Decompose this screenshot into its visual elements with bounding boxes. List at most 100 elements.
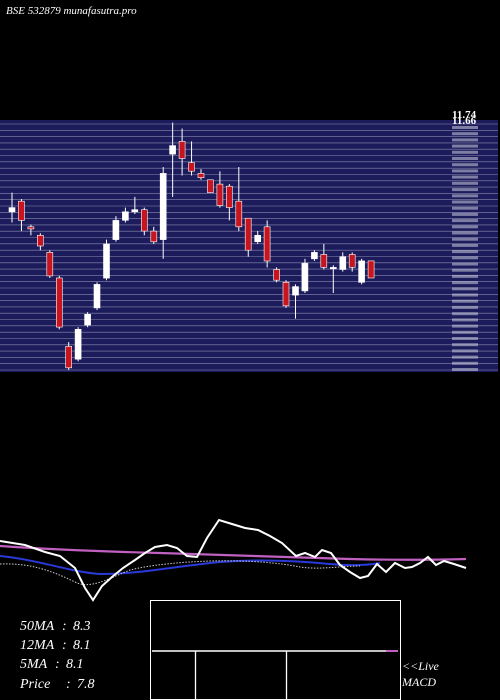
candle-up (329, 267, 337, 270)
price-tick-mark (452, 368, 478, 371)
candle-down (226, 185, 233, 208)
candle-down (46, 252, 54, 277)
stat-12ma-label: 12MA (20, 638, 55, 653)
stat-price-value: 7.8 (77, 677, 95, 692)
candle-down (320, 254, 328, 268)
price-tick-mark (452, 318, 478, 322)
ma-line-dotted (0, 560, 361, 586)
candle-down (197, 173, 205, 178)
price-tick-mark (452, 343, 478, 347)
candle-down (18, 200, 25, 221)
candle-down (207, 179, 214, 193)
chart-title: BSE 532879 munafasutra.pro (6, 5, 137, 17)
price-tick-mark (452, 169, 478, 173)
price-tick-mark (452, 212, 478, 216)
price-tick-mark (452, 349, 478, 353)
price-tick-mark (452, 305, 478, 309)
candle-down (65, 346, 72, 369)
candle-down (263, 226, 271, 262)
candles (8, 122, 375, 370)
candle-up (311, 252, 318, 260)
price-tick-mark (452, 262, 478, 266)
price-tick-mark (452, 281, 478, 285)
candle-down (216, 183, 224, 206)
candle-up (292, 286, 299, 296)
price-axis-top-label: 11.74 (452, 109, 477, 121)
price-tick-mark (452, 200, 478, 204)
ma-line-blue (0, 555, 381, 576)
candle-down (188, 162, 195, 172)
stat-50ma-label: 50MA (20, 619, 55, 634)
ma-line-pink (0, 544, 467, 561)
price-tick-mark (452, 126, 478, 129)
stat-sep-2: : (62, 638, 67, 653)
price-tick-mark (452, 194, 478, 198)
candle-up (93, 284, 101, 309)
price-axis-ticks (452, 126, 478, 371)
candle-down (367, 260, 375, 279)
candle-up (358, 260, 365, 283)
macd-live-label: <<Live (402, 659, 440, 673)
price-tick-mark (452, 274, 478, 278)
macd-label: MACD (401, 675, 436, 689)
candle-down (36, 235, 44, 247)
price-tick-mark (452, 337, 478, 340)
price-tick-mark (452, 355, 478, 359)
price-tick-mark (452, 312, 478, 316)
price-tick-mark (452, 268, 478, 272)
price-tick-mark (452, 138, 478, 142)
candle-down (150, 230, 158, 243)
price-tick-mark (452, 324, 478, 328)
stat-sep-1: : (62, 619, 67, 634)
candle-up (103, 243, 110, 279)
candle-up (131, 209, 139, 213)
price-tick-mark (452, 163, 478, 167)
stat-sep-3: : (55, 657, 60, 672)
price-tick-mark (452, 287, 478, 291)
price-tick-mark (452, 250, 478, 254)
candle-down (273, 269, 280, 281)
candle-down (55, 277, 63, 328)
candle-up (8, 207, 16, 213)
candle-down (244, 217, 252, 251)
candle-up (254, 235, 261, 243)
price-tick-mark (452, 206, 478, 210)
candle-up (122, 211, 129, 221)
price-tick-mark (452, 188, 478, 192)
candle-down (235, 200, 243, 228)
price-tick-mark (452, 237, 478, 241)
price-tick-mark (452, 219, 478, 223)
price-tick-mark (452, 231, 478, 235)
price-tick-mark (452, 132, 478, 136)
candle-down (282, 281, 290, 307)
candle-up (159, 173, 167, 240)
stat-sep-4: : (66, 677, 71, 692)
price-tick-mark (452, 150, 478, 154)
price-tick-mark (452, 256, 478, 260)
candle-up (84, 313, 91, 326)
price-tick-mark (452, 144, 478, 148)
price-tick-mark (452, 181, 478, 185)
price-tick-mark (452, 299, 478, 303)
price-tick-mark (452, 225, 478, 229)
stat-12ma-value: 8.1 (73, 638, 91, 653)
price-tick-mark (452, 361, 478, 365)
candle-up (339, 256, 347, 270)
price-tick-mark (452, 157, 478, 160)
price-tick-mark (452, 293, 478, 297)
stat-5ma-value: 8.1 (66, 657, 84, 672)
candle-up (112, 220, 120, 240)
price-tick-mark (452, 243, 478, 247)
price-axis-top-label-2: 11.66 (452, 115, 477, 127)
price-tick-mark (452, 330, 478, 334)
stat-50ma-value: 8.3 (73, 619, 91, 634)
candle-up (169, 145, 176, 155)
candle-down (178, 141, 186, 159)
stat-price-label: Price (19, 677, 50, 692)
candle-up (74, 328, 82, 360)
candle-up (301, 262, 309, 292)
candle-down (27, 226, 35, 230)
candle-down (348, 254, 356, 268)
indicator-line-white (0, 518, 467, 602)
